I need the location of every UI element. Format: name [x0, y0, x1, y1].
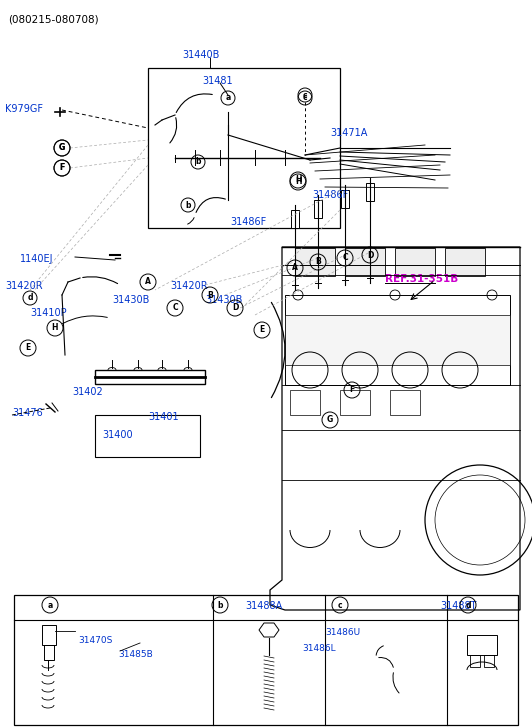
Text: 31486L: 31486L — [302, 644, 336, 653]
Text: 31488A: 31488A — [245, 601, 282, 611]
Text: (080215-080708): (080215-080708) — [8, 14, 98, 24]
Bar — [291, 210, 299, 228]
Bar — [42, 625, 56, 645]
Text: H: H — [295, 177, 301, 187]
Bar — [148, 68, 340, 228]
Text: G: G — [327, 416, 333, 425]
Text: 31488T: 31488T — [440, 601, 477, 611]
Bar — [395, 248, 435, 276]
Text: d: d — [27, 294, 33, 302]
Bar — [345, 248, 385, 276]
Text: 31401: 31401 — [148, 412, 179, 422]
Text: b: b — [195, 158, 201, 166]
Text: F: F — [350, 385, 355, 395]
Text: 31486U: 31486U — [325, 628, 360, 637]
Text: 31430B: 31430B — [205, 295, 243, 305]
Text: K979GF: K979GF — [5, 104, 43, 114]
Bar — [484, 655, 494, 667]
Text: 31481: 31481 — [202, 76, 232, 86]
Text: A: A — [292, 263, 298, 273]
Text: 31486F: 31486F — [312, 190, 348, 200]
Text: C: C — [342, 254, 348, 262]
Bar — [295, 248, 335, 276]
Text: 31476: 31476 — [12, 408, 43, 418]
Text: E: E — [26, 343, 31, 353]
Text: 1140EJ: 1140EJ — [20, 254, 54, 264]
Circle shape — [487, 290, 497, 300]
Circle shape — [293, 290, 303, 300]
Text: H: H — [295, 175, 301, 185]
Text: 31400: 31400 — [102, 430, 132, 440]
Text: b: b — [217, 601, 223, 609]
Text: 31420R: 31420R — [170, 281, 207, 291]
Text: 31402: 31402 — [72, 387, 103, 397]
Bar — [470, 655, 480, 667]
Polygon shape — [270, 247, 520, 610]
Text: F: F — [60, 164, 64, 172]
Text: A: A — [145, 278, 151, 286]
Text: 31471A: 31471A — [330, 128, 368, 138]
Bar — [14, 595, 518, 725]
Text: REF.31-351B: REF.31-351B — [385, 274, 458, 284]
Text: B: B — [207, 291, 213, 300]
Text: D: D — [232, 303, 238, 313]
Bar — [95, 415, 200, 457]
Bar — [314, 200, 322, 218]
Circle shape — [390, 290, 400, 300]
Bar — [290, 390, 320, 415]
Bar — [467, 635, 497, 655]
Bar — [285, 295, 510, 385]
Text: c: c — [303, 94, 307, 103]
Text: d: d — [466, 601, 471, 609]
Text: c: c — [338, 601, 342, 609]
Text: c: c — [303, 90, 307, 100]
Text: B: B — [315, 257, 321, 267]
Text: 31430B: 31430B — [112, 295, 149, 305]
Text: D: D — [367, 251, 373, 260]
Text: 31410P: 31410P — [30, 308, 66, 318]
Bar — [44, 645, 54, 660]
Text: C: C — [172, 303, 178, 313]
Text: G: G — [59, 143, 65, 153]
Text: 31470S: 31470S — [78, 636, 112, 645]
Text: F: F — [60, 164, 64, 172]
Text: E: E — [260, 326, 264, 334]
Text: 31485B: 31485B — [118, 650, 153, 659]
Text: a: a — [226, 94, 231, 103]
Bar — [366, 183, 374, 201]
Bar — [340, 390, 370, 415]
Bar — [390, 390, 420, 415]
Text: G: G — [59, 143, 65, 153]
Text: 31486F: 31486F — [230, 217, 266, 227]
Bar — [445, 248, 485, 276]
Text: a: a — [47, 601, 53, 609]
Text: H: H — [52, 324, 58, 332]
Text: 31420R: 31420R — [5, 281, 43, 291]
Bar — [341, 190, 349, 208]
Bar — [285, 315, 510, 365]
Text: b: b — [185, 201, 191, 209]
Bar — [95, 370, 205, 384]
Text: 31440B: 31440B — [182, 50, 219, 60]
